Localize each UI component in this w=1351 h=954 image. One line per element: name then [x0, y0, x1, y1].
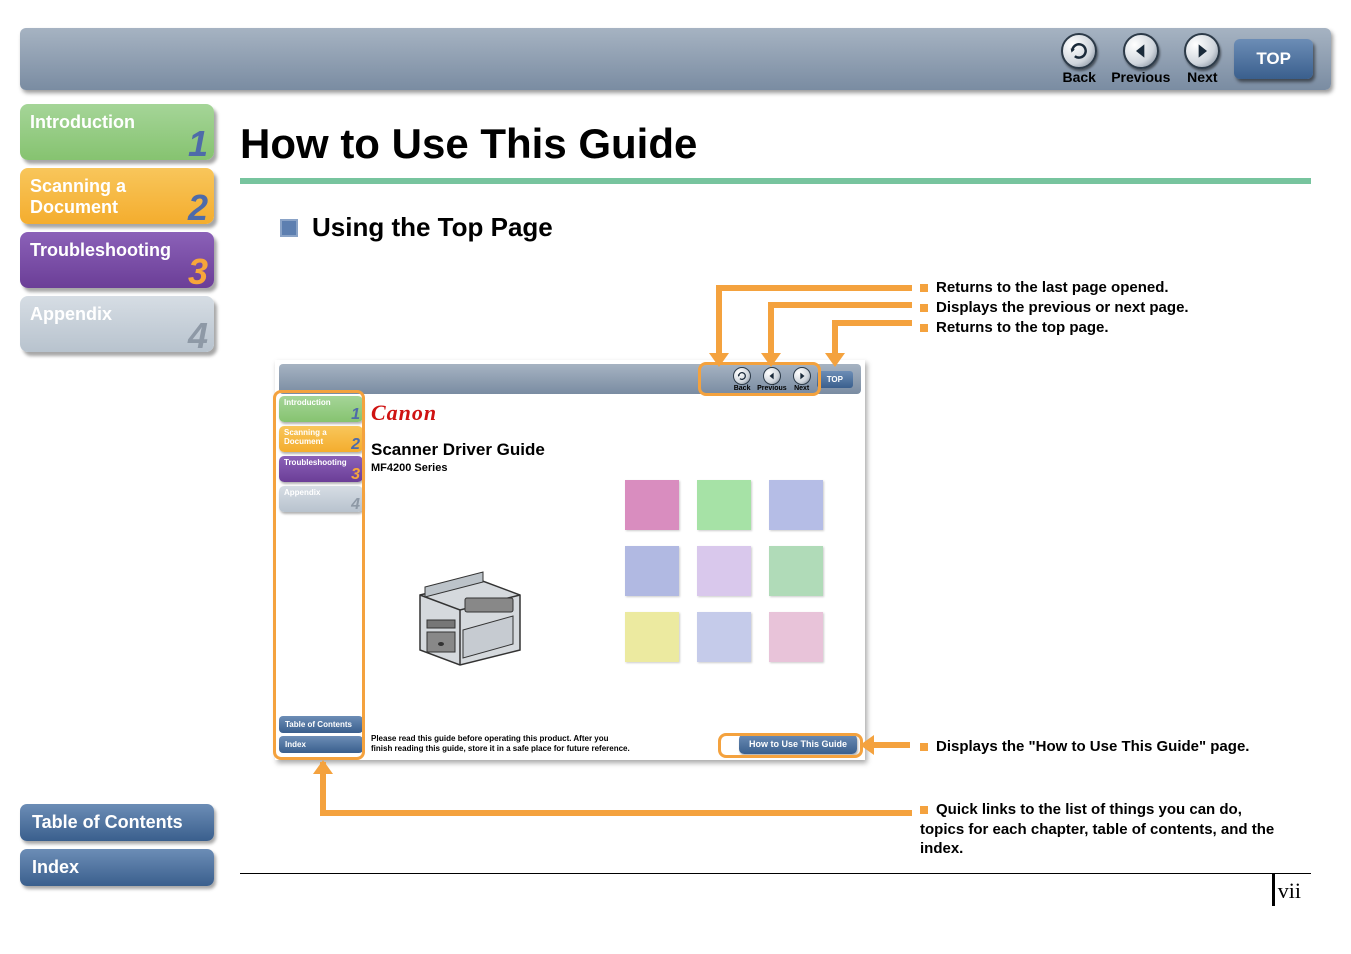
arrow-head — [860, 735, 874, 755]
index-button[interactable]: Index — [20, 849, 214, 886]
mini-previous-icon — [763, 367, 781, 385]
mini-tab-appendix: Appendix4 — [279, 486, 363, 512]
bottom-nav: Table of Contents Index — [20, 804, 214, 894]
mini-body: Canon Scanner Driver Guide MF4200 Series — [371, 400, 857, 474]
mini-doc-title: Scanner Driver Guide — [371, 440, 857, 460]
arrow-line — [320, 810, 912, 816]
mini-back-label: Back — [734, 385, 751, 392]
mini-bottom-nav: Table of Contents Index — [279, 716, 363, 756]
tab-troubleshooting[interactable]: Troubleshooting 3 — [20, 232, 214, 288]
top-nav-bar: Back Previous Next TOP — [20, 28, 1331, 90]
top-button[interactable]: TOP — [1234, 39, 1313, 79]
footer-rule — [240, 873, 1311, 874]
mini-top-button: TOP — [817, 371, 853, 388]
arrow-line — [716, 285, 722, 357]
back-label: Back — [1062, 69, 1095, 85]
annotation-quicklinks: Quick links to the list of things you ca… — [920, 800, 1280, 859]
arrow-line — [768, 302, 774, 357]
tab-label: Appendix — [30, 304, 112, 325]
arrow-line — [868, 742, 910, 748]
tab-introduction[interactable]: Introduction 1 — [20, 104, 214, 160]
swatch — [625, 546, 679, 596]
next-label: Next — [1187, 69, 1217, 85]
swatch — [769, 480, 823, 530]
tab-appendix[interactable]: Appendix 4 — [20, 296, 214, 352]
mini-next-label: Next — [794, 385, 809, 392]
section-title: Using the Top Page — [312, 212, 553, 243]
swatch — [697, 612, 751, 662]
title-divider — [240, 178, 1311, 184]
main-content: How to Use This Guide Using the Top Page — [240, 120, 1311, 273]
tab-number: 3 — [188, 251, 208, 292]
arrow-line — [716, 285, 912, 291]
page-number: vii — [1278, 878, 1301, 904]
swatch — [625, 612, 679, 662]
printer-illustration — [405, 560, 535, 675]
bullet-icon — [280, 219, 298, 237]
tab-number: 1 — [188, 123, 208, 164]
mini-back-icon — [733, 367, 751, 385]
arrow-head — [709, 353, 729, 367]
annotation-back: Returns to the last page opened. — [920, 278, 1169, 298]
swatch — [625, 480, 679, 530]
mini-topbar: Back Previous Next TOP — [279, 364, 861, 394]
annotation-howto: Displays the "How to Use This Guide" pag… — [920, 737, 1249, 757]
back-button[interactable]: Back — [1061, 33, 1097, 85]
tab-label: Scanning a Document — [30, 176, 204, 217]
mini-next-button: Next — [793, 367, 811, 392]
mini-previous-label: Previous — [757, 385, 787, 392]
mini-page-thumbnail: Back Previous Next TOP Introduction1 Sca… — [275, 360, 865, 760]
mini-sidebar: Introduction1 Scanning a Document2 Troub… — [279, 396, 363, 516]
arrow-head — [313, 760, 333, 774]
back-icon — [1061, 33, 1097, 69]
mini-back-button: Back — [733, 367, 751, 392]
mini-toc-button: Table of Contents — [279, 716, 363, 733]
mini-footer: Please read this guide before operating … — [371, 734, 857, 754]
tab-number: 2 — [188, 187, 208, 228]
swatch — [697, 546, 751, 596]
tab-label: Introduction — [30, 112, 135, 133]
arrow-line — [768, 302, 912, 308]
mini-previous-button: Previous — [757, 367, 787, 392]
mini-howto-button: How to Use This Guide — [739, 734, 857, 754]
arrow-head — [761, 353, 781, 367]
color-swatches — [625, 480, 823, 662]
mini-index-button: Index — [279, 736, 363, 753]
mini-next-icon — [793, 367, 811, 385]
mini-disclaimer: Please read this guide before operating … — [371, 734, 631, 754]
brand-logo: Canon — [371, 400, 857, 426]
chapter-sidebar: Introduction 1 Scanning a Document 2 Tro… — [20, 104, 214, 360]
tab-scanning[interactable]: Scanning a Document 2 — [20, 168, 214, 224]
page-title: How to Use This Guide — [240, 120, 1311, 168]
previous-label: Previous — [1111, 69, 1170, 85]
tab-label: Troubleshooting — [30, 240, 171, 261]
arrow-line — [832, 320, 912, 326]
annotation-top: Returns to the top page. — [920, 318, 1109, 338]
swatch — [769, 612, 823, 662]
section-header: Using the Top Page — [280, 212, 1311, 243]
tab-number: 4 — [188, 315, 208, 356]
arrow-head — [825, 353, 845, 367]
toc-button[interactable]: Table of Contents — [20, 804, 214, 841]
mini-tab-trouble: Troubleshooting3 — [279, 456, 363, 482]
mini-tab-scan: Scanning a Document2 — [279, 426, 363, 452]
next-button[interactable]: Next — [1184, 33, 1220, 85]
previous-button[interactable]: Previous — [1111, 33, 1170, 85]
next-icon — [1184, 33, 1220, 69]
mini-tab-intro: Introduction1 — [279, 396, 363, 422]
previous-icon — [1123, 33, 1159, 69]
annotation-prevnext: Displays the previous or next page. — [920, 298, 1189, 318]
mini-model: MF4200 Series — [371, 462, 857, 474]
swatch — [697, 480, 751, 530]
swatch — [769, 546, 823, 596]
